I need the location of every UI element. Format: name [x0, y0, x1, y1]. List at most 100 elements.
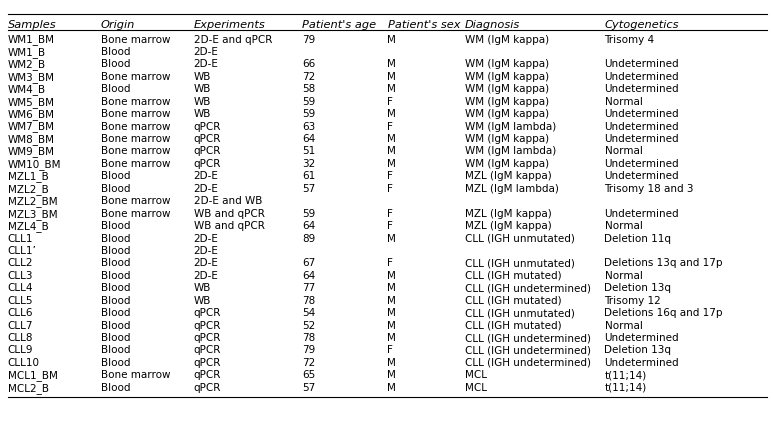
Text: M: M [388, 321, 396, 331]
Text: M: M [388, 159, 396, 169]
Text: F: F [388, 184, 394, 194]
Text: Normal: Normal [604, 147, 642, 156]
Text: F: F [388, 259, 394, 268]
Text: MCL2_B: MCL2_B [8, 383, 49, 394]
Text: Blood: Blood [101, 383, 130, 393]
Text: CLL (IGH undetermined): CLL (IGH undetermined) [465, 333, 591, 343]
Text: WM5_BM: WM5_BM [8, 97, 55, 108]
Text: Blood: Blood [101, 47, 130, 57]
Text: 2D-E and WB: 2D-E and WB [194, 196, 262, 206]
Text: 2D-E: 2D-E [194, 259, 219, 268]
Text: Normal: Normal [604, 271, 642, 281]
Text: qPCR: qPCR [194, 147, 221, 156]
Text: 64: 64 [302, 221, 315, 231]
Text: 64: 64 [302, 271, 315, 281]
Text: M: M [388, 271, 396, 281]
Text: MZL (IgM lambda): MZL (IgM lambda) [465, 184, 559, 194]
Text: F: F [388, 221, 394, 231]
Text: M: M [388, 358, 396, 368]
Text: M: M [388, 370, 396, 380]
Text: Deletion 13q: Deletion 13q [604, 283, 671, 293]
Text: WM (IgM kappa): WM (IgM kappa) [465, 134, 549, 144]
Text: Patient's sex: Patient's sex [388, 20, 460, 30]
Text: MZL (IgM kappa): MZL (IgM kappa) [465, 209, 552, 219]
Text: 67: 67 [302, 259, 315, 268]
Text: WB: WB [194, 109, 211, 119]
Text: 2D-E: 2D-E [194, 47, 219, 57]
Text: t(11;14): t(11;14) [604, 383, 647, 393]
Text: qPCR: qPCR [194, 121, 221, 132]
Text: Deletions 16q and 17p: Deletions 16q and 17p [604, 308, 723, 318]
Text: MZL2_BM: MZL2_BM [8, 196, 57, 207]
Text: WM (IgM kappa): WM (IgM kappa) [465, 97, 549, 106]
Text: Undetermined: Undetermined [604, 121, 679, 132]
Text: 59: 59 [302, 109, 315, 119]
Text: Undetermined: Undetermined [604, 134, 679, 144]
Text: 58: 58 [302, 84, 315, 94]
Text: Trisomy 4: Trisomy 4 [604, 35, 655, 44]
Text: 64: 64 [302, 134, 315, 144]
Text: CLL8: CLL8 [8, 333, 33, 343]
Text: M: M [388, 333, 396, 343]
Text: CLL2: CLL2 [8, 259, 33, 268]
Text: F: F [388, 209, 394, 219]
Text: Bone marrow: Bone marrow [101, 72, 170, 82]
Text: Deletion 13q: Deletion 13q [604, 345, 671, 355]
Text: WM (IgM kappa): WM (IgM kappa) [465, 84, 549, 94]
Text: 66: 66 [302, 59, 315, 69]
Text: Bone marrow: Bone marrow [101, 196, 170, 206]
Text: 65: 65 [302, 370, 315, 380]
Text: 79: 79 [302, 345, 315, 355]
Text: qPCR: qPCR [194, 370, 221, 380]
Text: Undetermined: Undetermined [604, 333, 679, 343]
Text: Blood: Blood [101, 221, 130, 231]
Text: Undetermined: Undetermined [604, 59, 679, 69]
Text: 2D-E: 2D-E [194, 184, 219, 194]
Text: CLL (IGH undetermined): CLL (IGH undetermined) [465, 283, 591, 293]
Text: CLL9: CLL9 [8, 345, 33, 355]
Text: CLL10: CLL10 [8, 358, 40, 368]
Text: 79: 79 [302, 35, 315, 44]
Text: WM (IgM lambda): WM (IgM lambda) [465, 147, 556, 156]
Text: CLL (IGH mutated): CLL (IGH mutated) [465, 321, 562, 331]
Text: WM (IgM kappa): WM (IgM kappa) [465, 72, 549, 82]
Text: WM (IgM kappa): WM (IgM kappa) [465, 109, 549, 119]
Text: Trisomy 12: Trisomy 12 [604, 296, 661, 306]
Text: F: F [388, 171, 394, 181]
Text: qPCR: qPCR [194, 383, 221, 393]
Text: Deletion 11q: Deletion 11q [604, 233, 671, 244]
Text: CLL (IGH unmutated): CLL (IGH unmutated) [465, 259, 575, 268]
Text: WM2_B: WM2_B [8, 59, 46, 70]
Text: F: F [388, 97, 394, 106]
Text: 72: 72 [302, 72, 315, 82]
Text: CLL (IGH mutated): CLL (IGH mutated) [465, 296, 562, 306]
Text: WM (IgM kappa): WM (IgM kappa) [465, 159, 549, 169]
Text: Diagnosis: Diagnosis [465, 20, 520, 30]
Text: 57: 57 [302, 383, 315, 393]
Text: Bone marrow: Bone marrow [101, 35, 170, 44]
Text: M: M [388, 383, 396, 393]
Text: 72: 72 [302, 358, 315, 368]
Text: 61: 61 [302, 171, 315, 181]
Text: WB: WB [194, 72, 211, 82]
Text: MCL: MCL [465, 383, 487, 393]
Text: Samples: Samples [8, 20, 57, 30]
Text: Undetermined: Undetermined [604, 358, 679, 368]
Text: 78: 78 [302, 333, 315, 343]
Text: 57: 57 [302, 184, 315, 194]
Text: Blood: Blood [101, 333, 130, 343]
Text: MZL1_B: MZL1_B [8, 171, 49, 182]
Text: WB and qPCR: WB and qPCR [194, 221, 264, 231]
Text: Blood: Blood [101, 171, 130, 181]
Text: 63: 63 [302, 121, 315, 132]
Text: M: M [388, 233, 396, 244]
Text: CLL3: CLL3 [8, 271, 33, 281]
Text: Normal: Normal [604, 221, 642, 231]
Text: Bone marrow: Bone marrow [101, 97, 170, 106]
Text: 59: 59 [302, 97, 315, 106]
Text: WB and qPCR: WB and qPCR [194, 209, 264, 219]
Text: MZL (IgM kappa): MZL (IgM kappa) [465, 221, 552, 231]
Text: qPCR: qPCR [194, 159, 221, 169]
Text: WM10_BM: WM10_BM [8, 159, 61, 170]
Text: Undetermined: Undetermined [604, 159, 679, 169]
